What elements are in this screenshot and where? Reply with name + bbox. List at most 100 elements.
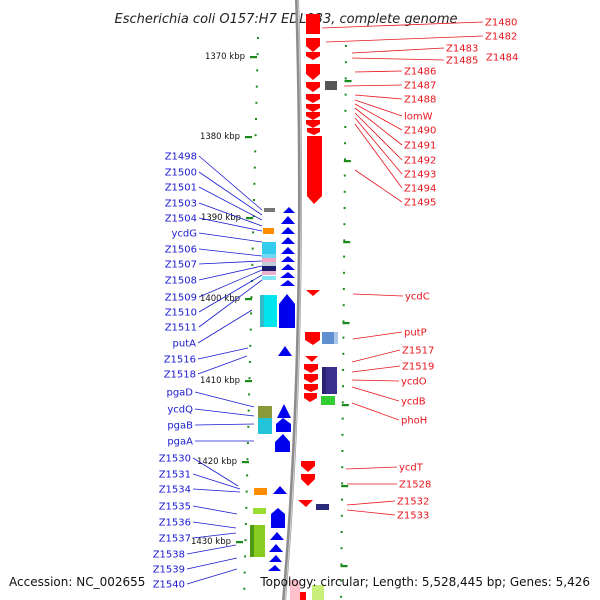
gene-z1480-z1482[interactable] [306,14,320,34]
feature-cyan-3[interactable] [260,295,277,327]
gene-z1486[interactable] [306,64,320,80]
gene-z1490[interactable] [306,112,320,120]
gene-label-z1491[interactable]: Z1491 [404,141,436,152]
gene-z1509[interactable] [280,280,295,286]
feature-olive-1[interactable] [258,406,272,418]
gene-z1503[interactable] [281,237,295,244]
gene-z1506[interactable] [281,256,295,262]
feature-cyan-1[interactable] [262,242,276,254]
gene-label-pgaa[interactable]: pgaA [167,437,193,448]
gene-label-pgad[interactable]: pgaD [166,388,193,399]
gene-label-z1534[interactable]: Z1534 [159,485,191,496]
gene-z1517[interactable] [305,356,318,362]
gene-label-ycdc[interactable]: ycdC [405,292,430,303]
gene-z1491[interactable] [306,120,320,128]
gene-label-z1519[interactable]: Z1519 [402,362,434,373]
feature-green-2[interactable] [253,508,266,514]
gene-ycdt[interactable] [301,461,315,472]
gene-label-z1500[interactable]: Z1500 [165,168,197,179]
gene-label-z1507[interactable]: Z1507 [165,260,197,271]
gene-z1531[interactable] [273,486,287,494]
gene-label-z1517[interactable]: Z1517 [402,346,434,357]
gene-z1507[interactable] [281,264,295,270]
gene-z1537[interactable] [269,544,283,552]
gene-label-z1504[interactable]: Z1504 [165,214,197,225]
gene-z1536[interactable] [270,532,284,540]
gene-z1492[interactable] [307,128,320,135]
feature-navy-1[interactable] [262,266,276,271]
gene-label-z1510[interactable]: Z1510 [165,308,197,319]
gene-label-z1495[interactable]: Z1495 [404,198,436,209]
gene-z1500[interactable] [281,216,295,224]
gene-label-z1487[interactable]: Z1487 [404,81,436,92]
gene-label-phoh[interactable]: phoH [401,416,427,427]
gene-ycdc[interactable] [306,290,320,296]
gene-label-ycdb[interactable]: ycdB [401,397,426,408]
gene-label-z1518[interactable]: Z1518 [164,370,196,381]
gene-label-z1486[interactable]: Z1486 [404,67,436,78]
gene-z1495[interactable] [307,136,322,204]
gene-label-z1536[interactable]: Z1536 [159,518,191,529]
gene-label-z1483[interactable]: Z1483 [446,44,478,55]
gene-label-z1509[interactable]: Z1509 [165,293,197,304]
gene-putp[interactable] [305,332,320,345]
gene-pgad[interactable] [277,404,291,418]
feature-cyan-2[interactable] [262,276,276,280]
gene-z1498[interactable] [283,207,295,213]
gene-ycdo-b[interactable] [304,384,318,392]
gene-ycdq[interactable] [276,418,291,432]
gene-z1528[interactable] [301,474,315,486]
gene-z1516[interactable] [278,346,292,356]
gene-label-ycdo[interactable]: ycdO [401,377,427,388]
feature-green-bottom[interactable] [312,585,324,600]
gene-label-z1485[interactable]: Z1485 [446,56,478,67]
gene-label-z1538[interactable]: Z1538 [153,550,185,561]
feature-navy-2[interactable] [316,504,329,510]
gene-z1539[interactable] [268,565,281,571]
feature-gray-1[interactable] [325,81,337,90]
gene-z1532[interactable] [298,500,313,507]
gene-label-z1537[interactable]: Z1537 [159,534,191,545]
gene-z1483[interactable] [306,38,320,52]
gene-z1485[interactable] [306,52,320,60]
feature-pink-1[interactable] [262,258,276,262]
gene-label-z1511[interactable]: Z1511 [165,323,197,334]
gene-label-z1484[interactable]: Z1484 [486,53,518,64]
gene-puta[interactable] [279,294,295,328]
gene-label-ycdq[interactable]: ycdQ [167,405,193,416]
gene-lomw[interactable] [306,104,320,112]
feature-pink-2[interactable] [262,271,276,275]
gene-label-z1532[interactable]: Z1532 [397,497,429,508]
gene-z1538[interactable] [269,555,282,562]
gene-label-z1482[interactable]: Z1482 [485,32,517,43]
feature-orange-1[interactable] [263,228,274,234]
gene-ycdo-a[interactable] [304,374,318,383]
gene-label-ycdg[interactable]: ycdG [171,229,197,240]
gene-label-z1490[interactable]: Z1490 [404,126,436,137]
feature-orange-2[interactable] [254,488,267,495]
gene-z1488[interactable] [306,94,320,103]
gene-z1508[interactable] [280,272,295,278]
gene-z1501[interactable] [281,227,295,234]
gene-label-z1493[interactable]: Z1493 [404,170,436,181]
gene-label-z1530[interactable]: Z1530 [159,454,191,465]
gene-label-z1539[interactable]: Z1539 [153,565,185,576]
gene-z1535[interactable] [271,508,285,528]
gene-z1519[interactable] [304,364,318,373]
gene-label-z1533[interactable]: Z1533 [397,511,429,522]
gene-label-z1501[interactable]: Z1501 [165,183,197,194]
gene-label-z1528[interactable]: Z1528 [399,480,431,491]
gene-label-z1492[interactable]: Z1492 [404,156,436,167]
gene-ycdg[interactable] [281,247,295,254]
gene-label-z1540[interactable]: Z1540 [153,580,185,591]
gene-label-z1494[interactable]: Z1494 [404,184,436,195]
feature-green-1[interactable] [321,396,335,405]
feature-stripe-1[interactable] [262,254,276,258]
gene-ycdb[interactable] [304,393,317,402]
gene-label-z1503[interactable]: Z1503 [165,199,197,210]
gene-label-z1508[interactable]: Z1508 [165,276,197,287]
gene-label-puta[interactable]: putA [173,339,197,350]
gene-z1487[interactable] [306,82,320,92]
gene-label-lomw[interactable]: lomW [404,112,433,123]
gene-pgab[interactable] [275,434,290,452]
